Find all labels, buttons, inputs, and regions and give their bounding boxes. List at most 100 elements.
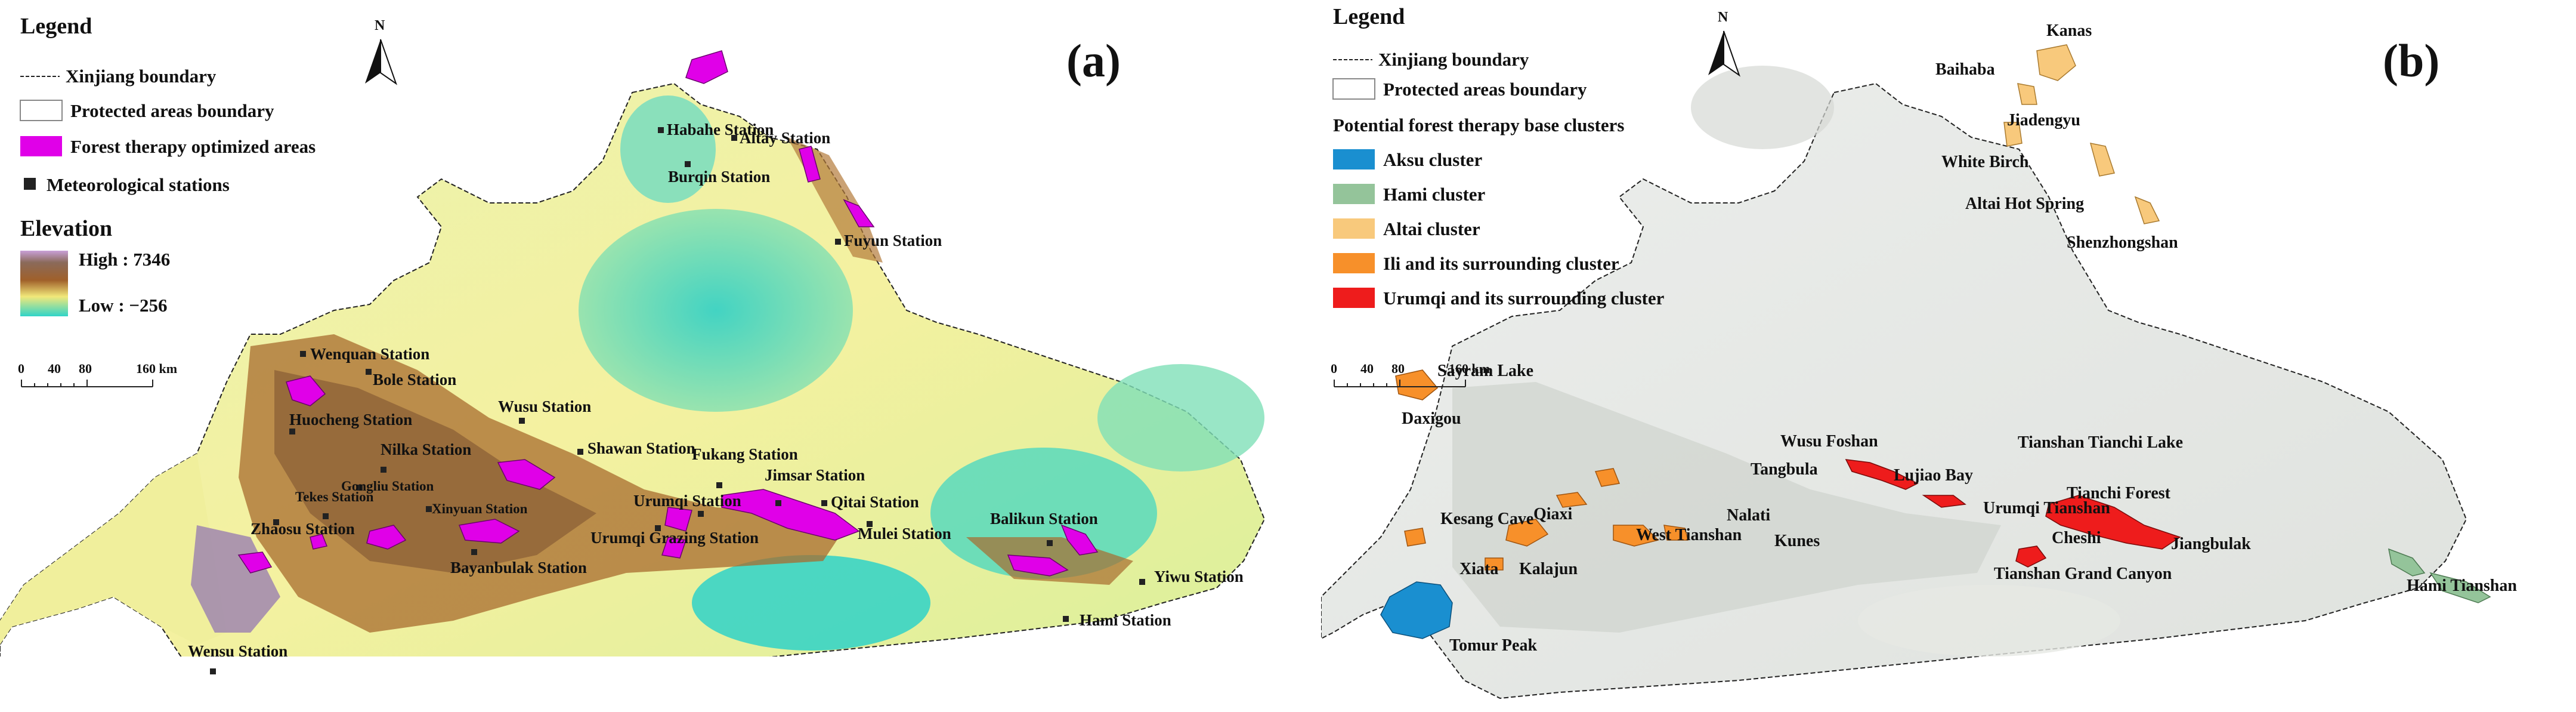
- legend-item-label: Aksu cluster: [1383, 149, 1482, 170]
- altai-shading: [1691, 66, 1834, 149]
- legend-item-label: Protected areas boundary: [70, 100, 274, 121]
- urumqi-cluster-swatch: [1333, 288, 1375, 308]
- site-label: Qiaxi: [1533, 505, 1573, 523]
- hami-cluster-swatch: [1333, 184, 1375, 204]
- site-label: Xiata: [1459, 560, 1498, 578]
- scale-tick: 40: [48, 361, 61, 376]
- protected-area-symbol: [20, 100, 63, 121]
- north-arrow-icon: N: [1708, 10, 1740, 77]
- tarim-east-basin: [692, 555, 930, 651]
- site-label: Tangbula: [1751, 460, 1818, 479]
- north-label: N: [1718, 10, 1728, 25]
- station-label: Nilka Station: [381, 440, 471, 458]
- station-mulei: Mulei Station: [858, 521, 951, 543]
- north-label: N: [375, 18, 385, 33]
- meteorological-stations: Habahe Station Altay Station Burqin Stat…: [188, 121, 1244, 674]
- station-label: Balikun Station: [990, 510, 1098, 528]
- station-label: Urumqi Station: [633, 492, 741, 510]
- station-hami: Hami Station: [1063, 611, 1171, 629]
- station-fukang: Fukang Station: [692, 445, 798, 488]
- station-symbol: [24, 178, 36, 190]
- site-label: Kanas: [2046, 21, 2092, 40]
- legend-item-label: Protected areas boundary: [1383, 79, 1587, 100]
- elevation-high: High : 7346: [79, 249, 170, 270]
- site-label: Jiadengyu: [2007, 111, 2080, 130]
- station-wensu: Wensu Station: [188, 642, 287, 674]
- station-huocheng: Huocheng Station: [289, 411, 412, 434]
- site-label: Kunes: [1774, 532, 1820, 550]
- site-label: White Birch: [1941, 153, 2029, 171]
- panel-a-elevation-map: Habahe Station Altay Station Burqin Stat…: [0, 0, 1282, 712]
- site-label: Kalajun: [1519, 560, 1578, 578]
- station-label: Qitai Station: [831, 493, 919, 511]
- station-label: Urumqi Grazing Station: [590, 529, 759, 547]
- station-label: Fuyun Station: [844, 232, 942, 249]
- site-label: Tianchi Forest: [2067, 484, 2171, 503]
- station-label: Habahe Station: [667, 121, 774, 138]
- elevation-low: Low : −256: [79, 295, 168, 316]
- station-habahe: Habahe Station: [658, 121, 774, 138]
- aksu-cluster-swatch: [1333, 149, 1375, 169]
- station-label: Fukang Station: [692, 445, 798, 463]
- tianshan-core: [274, 370, 596, 573]
- legend-title: Legend: [20, 14, 92, 39]
- site-label: Urumqi Tianshan: [1983, 499, 2110, 517]
- southwest-land: [0, 454, 227, 645]
- site-label: Hami Tianshan: [2407, 577, 2517, 595]
- site-label: West Tianshan: [1636, 526, 1742, 544]
- panel-b-svg: Kanas Baihaba Jiadengyu White Birch Alta…: [1321, 4, 2517, 699]
- site-label: Wusu Foshan: [1780, 432, 1878, 451]
- station-tekes: Tekes Station: [295, 489, 374, 519]
- site-label: Cheshi: [2052, 529, 2101, 547]
- scale-tick: 80: [1391, 361, 1405, 376]
- aksu-cluster-areas: [1380, 581, 1453, 639]
- station-label: Tekes Station: [295, 489, 374, 504]
- site-labels: Kanas Baihaba Jiadengyu White Birch Alta…: [1402, 21, 2517, 655]
- station-altay: Altay Station: [731, 129, 830, 147]
- forest-therapy-symbol: [20, 136, 62, 156]
- basin-shading: [1858, 585, 2120, 656]
- site-label: Daxigou: [1402, 409, 1461, 428]
- station-label: Huocheng Station: [289, 411, 412, 429]
- station-shawan: Shawan Station: [577, 439, 695, 457]
- scale-tick: 40: [1360, 361, 1374, 376]
- legend-item-label: Xinjiang boundary: [66, 66, 217, 87]
- panel-label: (b): [2383, 35, 2439, 87]
- scale-tick: 0: [1331, 361, 1337, 376]
- station-label: Shawan Station: [587, 439, 695, 457]
- station-label: Bayanbulak Station: [450, 559, 587, 577]
- panel-a-svg: Habahe Station Altay Station Burqin Stat…: [0, 14, 1282, 712]
- scale-tick: 0: [18, 361, 24, 376]
- legend-a: Legend Xinjiang boundary Protected areas…: [18, 14, 316, 387]
- site-label: Lujiao Bay: [1894, 466, 1973, 485]
- site-label: Sayram Lake: [1437, 362, 1533, 380]
- site-label: Tianshan Grand Canyon: [1994, 565, 2172, 583]
- station-label: Burqin Station: [668, 168, 770, 186]
- station-gongliu: Gongliu Station: [341, 479, 434, 494]
- elevation-title: Elevation: [20, 216, 112, 241]
- station-label: Bole Station: [373, 371, 456, 389]
- clusters-title: Potential forest therapy base clusters: [1333, 115, 1624, 135]
- site-label: Jiangbulak: [2171, 535, 2251, 553]
- east-basin: [1097, 364, 1264, 471]
- legend-b: Legend Xinjiang boundary Protected areas…: [1331, 4, 1665, 387]
- site-label: Tomur Peak: [1449, 636, 1537, 655]
- junggar-basin: [579, 209, 853, 412]
- site-label: Kesang Cave: [1440, 510, 1533, 528]
- site-label: Shenzhongshan: [2067, 233, 2178, 252]
- station-label: Jimsar Station: [765, 466, 865, 484]
- station-wenquan: Wenquan Station: [300, 345, 429, 363]
- station-label: Altay Station: [740, 129, 830, 147]
- station-qitai: Qitai Station: [821, 493, 919, 511]
- station-yiwu: Yiwu Station: [1139, 568, 1244, 585]
- legend-title: Legend: [1333, 4, 1405, 29]
- scale-tick: 80: [79, 361, 92, 376]
- site-label: Altai Hot Spring: [1965, 195, 2084, 213]
- station-bole: Bole Station: [366, 369, 456, 389]
- station-label: Wusu Station: [498, 397, 591, 415]
- site-label: Baihaba: [1935, 60, 1995, 79]
- legend-item-label: Forest therapy optimized areas: [70, 136, 316, 157]
- legend-item-label: Altai cluster: [1383, 218, 1480, 239]
- forest-therapy-areas: [237, 50, 1099, 577]
